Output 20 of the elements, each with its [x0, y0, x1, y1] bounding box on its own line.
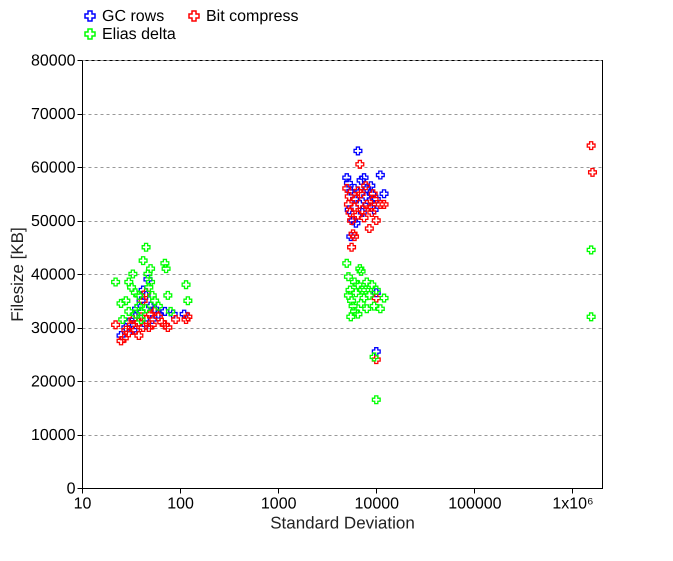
y-tick-label: 50000 — [31, 213, 76, 230]
legend-label: Elias delta — [102, 26, 176, 43]
y-tick-label: 60000 — [31, 160, 76, 176]
x-tick-label: 100000 — [448, 496, 502, 512]
x-tick-label: 100 — [167, 496, 194, 512]
y-tick-label: 80000 — [31, 52, 76, 70]
y-tick-label: 40000 — [31, 266, 76, 284]
legend-label: Bit compress — [206, 8, 298, 25]
x-tick-label: 1x10⁶ — [552, 496, 594, 512]
x-tick-label: 10000 — [354, 496, 400, 512]
y-tick-label: 0 — [66, 480, 76, 498]
y-axis-title: Filesize [KB] — [8, 227, 28, 322]
y-tick-label: 10000 — [31, 427, 76, 444]
y-tick-label: 20000 — [31, 374, 76, 390]
x-axis-title: Standard Deviation — [270, 514, 415, 532]
y-tick-label: 30000 — [31, 320, 76, 337]
y-tick-label: 70000 — [31, 106, 76, 123]
legend-label: GC rows — [102, 8, 164, 25]
x-tick-label: 1000 — [260, 496, 297, 512]
x-tick-label: 10 — [74, 496, 92, 512]
